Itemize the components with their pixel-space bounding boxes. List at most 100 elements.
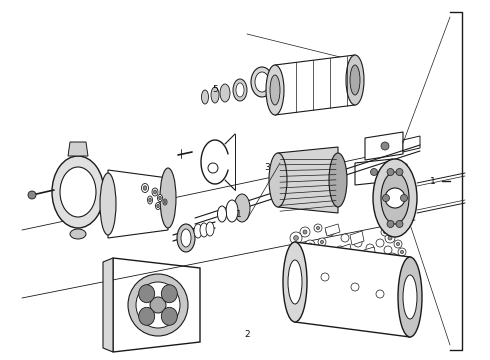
- Circle shape: [317, 226, 319, 230]
- Circle shape: [303, 230, 307, 234]
- Circle shape: [400, 194, 408, 202]
- Ellipse shape: [329, 153, 347, 207]
- Ellipse shape: [70, 229, 86, 239]
- Ellipse shape: [283, 242, 307, 322]
- Ellipse shape: [52, 156, 104, 228]
- Circle shape: [396, 242, 400, 246]
- Polygon shape: [376, 261, 387, 273]
- Polygon shape: [393, 164, 407, 180]
- Ellipse shape: [269, 153, 287, 207]
- Ellipse shape: [160, 168, 176, 228]
- Text: 3: 3: [264, 163, 270, 172]
- Polygon shape: [68, 142, 88, 156]
- Circle shape: [387, 168, 394, 176]
- Circle shape: [354, 239, 362, 247]
- Ellipse shape: [220, 84, 230, 102]
- Text: 5: 5: [213, 85, 219, 94]
- Ellipse shape: [136, 282, 180, 328]
- Ellipse shape: [181, 229, 191, 247]
- Ellipse shape: [153, 190, 156, 194]
- Ellipse shape: [164, 201, 166, 203]
- Circle shape: [294, 235, 298, 240]
- Polygon shape: [295, 242, 410, 337]
- Circle shape: [336, 246, 344, 254]
- Circle shape: [398, 248, 406, 256]
- Polygon shape: [103, 258, 113, 352]
- Circle shape: [320, 240, 323, 244]
- Circle shape: [294, 246, 296, 249]
- Ellipse shape: [350, 65, 360, 95]
- Circle shape: [351, 283, 359, 291]
- Polygon shape: [364, 247, 376, 259]
- Ellipse shape: [142, 184, 148, 193]
- Circle shape: [290, 232, 302, 244]
- Ellipse shape: [177, 224, 195, 252]
- Ellipse shape: [373, 159, 417, 237]
- Circle shape: [351, 252, 359, 260]
- Circle shape: [370, 168, 377, 176]
- Ellipse shape: [226, 200, 238, 222]
- Circle shape: [308, 243, 312, 247]
- Circle shape: [385, 233, 395, 243]
- Ellipse shape: [234, 194, 250, 222]
- Ellipse shape: [398, 257, 422, 337]
- Ellipse shape: [149, 198, 151, 202]
- Circle shape: [376, 290, 384, 298]
- Circle shape: [314, 224, 322, 232]
- Circle shape: [291, 244, 299, 252]
- Ellipse shape: [194, 224, 202, 238]
- Ellipse shape: [161, 307, 177, 325]
- Circle shape: [321, 273, 329, 281]
- Ellipse shape: [152, 188, 158, 196]
- Ellipse shape: [346, 55, 364, 105]
- Circle shape: [341, 261, 349, 269]
- Polygon shape: [403, 136, 420, 152]
- Polygon shape: [328, 255, 341, 267]
- Ellipse shape: [60, 167, 96, 217]
- Ellipse shape: [159, 196, 161, 200]
- Ellipse shape: [255, 72, 269, 92]
- Polygon shape: [275, 55, 355, 115]
- Text: 1: 1: [236, 210, 242, 219]
- Ellipse shape: [100, 173, 116, 235]
- Circle shape: [381, 142, 389, 150]
- Ellipse shape: [218, 206, 226, 222]
- Polygon shape: [278, 147, 338, 213]
- Circle shape: [387, 253, 397, 263]
- Ellipse shape: [270, 75, 280, 105]
- Text: 1: 1: [430, 176, 436, 185]
- Polygon shape: [365, 132, 403, 160]
- Ellipse shape: [266, 65, 284, 115]
- Circle shape: [356, 259, 364, 267]
- Text: 2: 2: [245, 330, 250, 339]
- Ellipse shape: [288, 260, 302, 304]
- Circle shape: [387, 220, 394, 228]
- Circle shape: [326, 228, 334, 236]
- Ellipse shape: [128, 274, 188, 336]
- Circle shape: [396, 220, 403, 228]
- Ellipse shape: [163, 199, 167, 205]
- Circle shape: [371, 254, 379, 262]
- Polygon shape: [355, 159, 393, 185]
- Ellipse shape: [143, 186, 147, 190]
- Circle shape: [388, 236, 392, 240]
- Ellipse shape: [139, 285, 155, 303]
- Circle shape: [396, 168, 403, 176]
- Circle shape: [208, 163, 218, 173]
- Circle shape: [318, 238, 326, 246]
- Circle shape: [366, 244, 374, 252]
- Ellipse shape: [147, 196, 152, 204]
- Ellipse shape: [236, 83, 244, 97]
- Circle shape: [385, 188, 405, 208]
- Ellipse shape: [139, 307, 155, 325]
- Ellipse shape: [381, 172, 409, 224]
- Polygon shape: [338, 244, 352, 259]
- Ellipse shape: [233, 79, 247, 101]
- Circle shape: [394, 240, 402, 248]
- Circle shape: [150, 297, 166, 313]
- Polygon shape: [108, 170, 168, 238]
- Ellipse shape: [211, 87, 219, 103]
- Ellipse shape: [206, 222, 214, 236]
- Circle shape: [381, 228, 389, 236]
- Ellipse shape: [251, 67, 273, 97]
